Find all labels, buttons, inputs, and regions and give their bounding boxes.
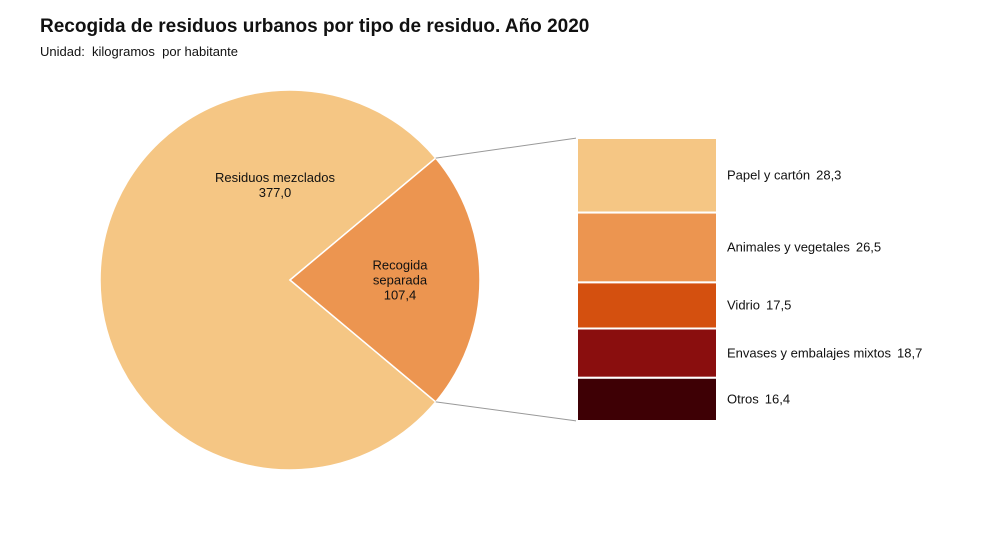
segment-label: Vidrio 17,5 [727, 297, 942, 314]
segment-value-label: 17,5 [766, 297, 792, 313]
connector-line [435, 137, 578, 159]
segment-value-label: 18,7 [897, 345, 923, 361]
segment-label: Papel y cartón 28,3 [727, 167, 942, 184]
segment-value-label: 28,3 [816, 167, 842, 183]
bar-segment [576, 376, 718, 423]
chart-title: Recogida de residuos urbanos por tipo de… [40, 16, 590, 37]
bar-segment [576, 211, 718, 284]
segment-name: Papel y cartón [727, 167, 811, 183]
segment-name: Envases y embalajes mixtos [727, 345, 892, 361]
pie-slice [99, 89, 437, 471]
bar-segment [576, 281, 718, 330]
bar-segment [576, 327, 718, 379]
segment-value-label: 16,4 [764, 391, 791, 407]
chart-subtitle: Unidad: kilogramos por habitante [40, 44, 239, 59]
segment-label: Otros 16,4 [727, 391, 942, 408]
connector-line [435, 401, 578, 422]
slice-label: Residuos mezclados 377,0 [190, 170, 360, 200]
bar-segment [576, 137, 718, 214]
slice-value-label: 107,4 [383, 287, 417, 303]
slice-label: Recogida separada 107,4 [355, 258, 445, 303]
slice-name: Residuos mezclados [215, 170, 335, 185]
segment-name: Vidrio [727, 297, 761, 313]
slice-name: Recogida separada [372, 257, 428, 288]
segment-name: Otros [727, 391, 759, 407]
segment-label: Animales y vegetales 26,5 [727, 239, 942, 256]
segment-name: Animales y vegetales [727, 239, 850, 255]
slice-value-label: 377,0 [258, 185, 292, 200]
pie-slice [288, 157, 481, 403]
segment-value-label: 26,5 [855, 239, 882, 255]
segment-label: Envases y embalajes mixtos 18,7 [727, 345, 942, 362]
